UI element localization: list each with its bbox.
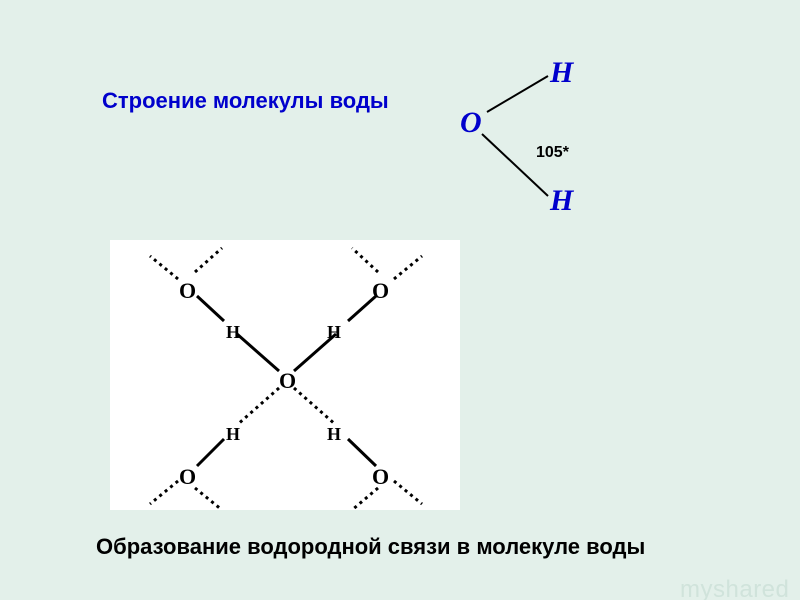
hb-O-ur: O (372, 278, 389, 304)
hb-O-lr: O (372, 464, 389, 490)
hb-O-ul: O (179, 278, 196, 304)
water-angle-label: 105* (536, 144, 569, 162)
hb-Oc: O (279, 368, 296, 394)
water-H1-label: Н (550, 56, 573, 90)
hb-H-ur: H (327, 322, 341, 343)
water-H2-label: Н (550, 184, 573, 218)
watermark: myshared (680, 576, 789, 600)
slide: Строение молекулы воды Образование водор… (0, 0, 800, 600)
bottom-caption: Образование водородной связи в молекуле … (96, 534, 645, 560)
water-O-label: O (460, 106, 482, 140)
hb-H-ul: H (226, 322, 240, 343)
hb-H-lr: H (327, 424, 341, 445)
page-title: Строение молекулы воды (102, 88, 389, 114)
hb-O-ll: O (179, 464, 196, 490)
hb-H-ll: H (226, 424, 240, 445)
